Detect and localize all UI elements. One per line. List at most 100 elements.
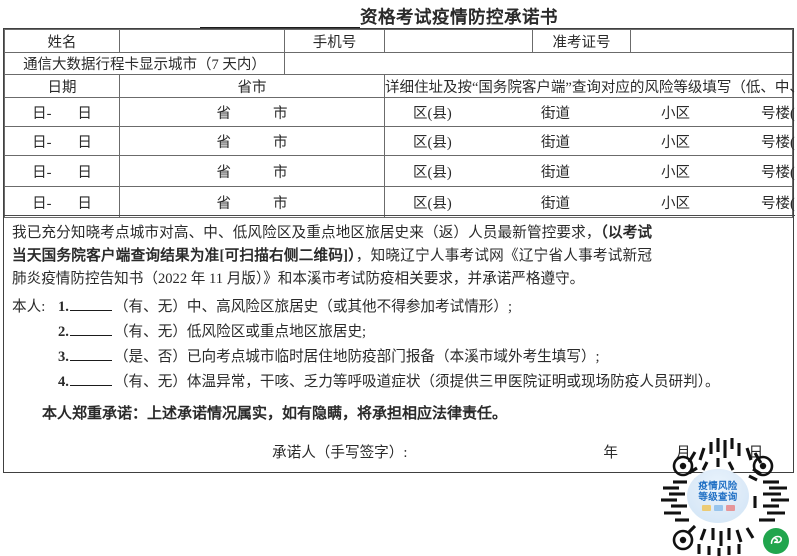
column-header-date: 日期 bbox=[4, 74, 120, 98]
item-blank-1[interactable] bbox=[69, 297, 112, 311]
phone-label: 手机号 bbox=[284, 29, 385, 53]
travel-address-cell[interactable]: 区(县) 街道 小区 号楼( ) bbox=[384, 126, 797, 156]
date-start: 日- bbox=[32, 164, 52, 181]
city-label: 市 bbox=[273, 134, 288, 151]
qr-code[interactable]: 疫情风险 等级查询 bbox=[659, 436, 791, 556]
table-row: 日- 日 省 市 区(县) 街道 小区 号楼( ) bbox=[4, 186, 797, 218]
phone-input[interactable] bbox=[384, 29, 533, 53]
building-label: 号楼( ) bbox=[761, 105, 797, 122]
list-item: 2. （有、无）低风险区或重点地区旅居史; bbox=[12, 320, 792, 345]
item-number: 1. bbox=[58, 299, 69, 315]
street-label: 街道 bbox=[541, 134, 570, 151]
travel-date-cell[interactable]: 日- 日 bbox=[4, 97, 120, 127]
city-label: 市 bbox=[273, 105, 288, 122]
travel-date-cell[interactable]: 日- 日 bbox=[4, 155, 120, 187]
item-number: 3. bbox=[58, 349, 69, 365]
commitment-statement-section: 我已充分知晓考点城市对高、中、低风险区及重点地区旅居史来（返）人员最新管控要求，… bbox=[4, 215, 795, 556]
swatch-red bbox=[725, 505, 735, 511]
solemn-declaration: 本人郑重承诺：上述承诺情况属实，如有隐瞒，将承担相应法律责任。 bbox=[42, 405, 508, 422]
statement-part2: ，知晓辽宁人事考试网《辽宁省人事考试新冠肺炎疫情防控告知书（2022 年 11 … bbox=[12, 248, 652, 287]
item-text: （有、无）体温异常，干咳、乏力等呼吸道症状（须提供三甲医院证明或现场防疫人员研判… bbox=[113, 374, 720, 390]
date-start: 日- bbox=[32, 134, 52, 151]
name-label: 姓名 bbox=[4, 29, 120, 53]
statement-part1: 我已充分知晓考点城市对高、中、低风险区及重点地区旅居史来（返）人员最新管控要求， bbox=[12, 225, 601, 241]
community-label: 小区 bbox=[661, 195, 690, 212]
self-label: 本人: bbox=[12, 299, 46, 315]
street-label: 街道 bbox=[541, 195, 570, 212]
building-label: 号楼( ) bbox=[761, 195, 797, 212]
table-row: 日- 日 省 市 区(县) 街道 小区 号楼( ) bbox=[4, 97, 797, 127]
date-end: 日 bbox=[77, 105, 92, 122]
city-label: 市 bbox=[273, 164, 288, 181]
community-label: 小区 bbox=[661, 105, 690, 122]
item-text: （是、否）已向考点城市临时居住地防疫部门报备（本溪市域外考生填写）; bbox=[113, 349, 600, 365]
table-row: 日- 日 省 市 区(县) 街道 小区 号楼( ) bbox=[4, 155, 797, 187]
bigdata-travel-card-input[interactable] bbox=[284, 52, 793, 75]
city-label: 市 bbox=[273, 195, 288, 212]
commitment-items-list: 本人: 1. （有、无）中、高风险区旅居史（或其他不得参加考试情形）; 2. （… bbox=[12, 295, 792, 395]
page-title: 资格考试疫情防控承诺书 bbox=[360, 6, 558, 27]
province-label: 省 bbox=[216, 105, 232, 122]
wechat-miniprogram-icon bbox=[763, 528, 789, 554]
document-title-row: 资格考试疫情防控承诺书 bbox=[0, 0, 797, 28]
statement-bold-clause: （以考试当天国务院客户端查询结果为准[可扫描右侧二维码]） bbox=[12, 225, 652, 264]
district-label: 区(县) bbox=[413, 195, 452, 212]
qr-center-line1: 疫情风险 bbox=[698, 481, 738, 492]
item-text: （有、无）中、高风险区旅居史（或其他不得参加考试情形）; bbox=[113, 299, 513, 315]
list-item: 4. （有、无）体温异常，干咳、乏力等呼吸道症状（须提供三甲医院证明或现场防疫人… bbox=[12, 370, 792, 395]
street-label: 街道 bbox=[541, 105, 570, 122]
item-blank-4[interactable] bbox=[69, 372, 112, 386]
travel-address-cell[interactable]: 区(县) 街道 小区 号楼( ) bbox=[384, 186, 797, 218]
district-label: 区(县) bbox=[413, 164, 452, 181]
travel-table-header-row: 日期 省市 详细住址及按“国务院客户端”查询对应的风险等级填写（低、中、高、常态… bbox=[4, 74, 797, 98]
item-text: （有、无）低风险区或重点地区旅居史; bbox=[113, 324, 367, 340]
qr-center-line2: 等级查询 bbox=[698, 492, 738, 503]
signature-label: 承诺人（手写签字）: bbox=[272, 445, 408, 461]
miniprogram-glyph bbox=[770, 535, 783, 545]
community-label: 小区 bbox=[661, 134, 690, 151]
swatch-yellow bbox=[701, 505, 711, 511]
admission-number-input[interactable] bbox=[630, 29, 793, 53]
list-item: 3. （是、否）已向考点城市临时居住地防疫部门报备（本溪市域外考生填写）; bbox=[12, 345, 792, 370]
district-label: 区(县) bbox=[413, 134, 452, 151]
travel-address-cell[interactable]: 区(县) 街道 小区 号楼( ) bbox=[384, 155, 797, 187]
table-row: 日- 日 省 市 区(县) 街道 小区 号楼( ) bbox=[4, 126, 797, 156]
date-end: 日 bbox=[77, 195, 92, 212]
name-input[interactable] bbox=[119, 29, 285, 53]
date-start: 日- bbox=[32, 105, 52, 122]
travel-province-city-cell[interactable]: 省 市 bbox=[119, 186, 385, 218]
date-start: 日- bbox=[32, 195, 52, 212]
date-end: 日 bbox=[77, 134, 92, 151]
province-label: 省 bbox=[216, 164, 232, 181]
item-number: 4. bbox=[58, 374, 69, 390]
bigdata-travel-card-row: 通信大数据行程卡显示城市（7 天内） bbox=[4, 52, 793, 75]
travel-date-cell[interactable]: 日- 日 bbox=[4, 186, 120, 218]
district-label: 区(县) bbox=[413, 105, 452, 122]
qr-center-swatches bbox=[701, 505, 735, 511]
travel-province-city-cell[interactable]: 省 市 bbox=[119, 97, 385, 127]
column-header-address: 详细住址及按“国务院客户端”查询对应的风险等级填写（低、中、高、常态化） bbox=[384, 74, 797, 98]
province-label: 省 bbox=[216, 195, 232, 212]
swatch-blue bbox=[713, 505, 723, 511]
admission-number-label: 准考证号 bbox=[532, 29, 631, 53]
identity-row: 姓名 手机号 准考证号 bbox=[4, 29, 793, 53]
item-blank-2[interactable] bbox=[69, 322, 112, 336]
statement-paragraph: 我已充分知晓考点城市对高、中、低风险区及重点地区旅居史来（返）人员最新管控要求，… bbox=[12, 222, 652, 291]
travel-province-city-cell[interactable]: 省 市 bbox=[119, 126, 385, 156]
qr-code-center-label: 疫情风险 等级查询 bbox=[687, 469, 749, 523]
travel-address-cell[interactable]: 区(县) 街道 小区 号楼( ) bbox=[384, 97, 797, 127]
travel-date-cell[interactable]: 日- 日 bbox=[4, 126, 120, 156]
identity-and-travel-table: 姓名 手机号 准考证号 通信大数据行程卡显示城市（7 天内） 日期 省市 详细住… bbox=[4, 29, 797, 218]
bigdata-travel-card-label: 通信大数据行程卡显示城市（7 天内） bbox=[4, 52, 285, 75]
date-year-label: 年 bbox=[603, 445, 619, 461]
street-label: 街道 bbox=[541, 164, 570, 181]
date-end: 日 bbox=[77, 164, 92, 181]
exam-name-blank[interactable] bbox=[200, 6, 360, 28]
item-blank-3[interactable] bbox=[69, 347, 112, 361]
travel-province-city-cell[interactable]: 省 市 bbox=[119, 155, 385, 187]
list-item: 本人: 1. （有、无）中、高风险区旅居史（或其他不得参加考试情形）; bbox=[12, 295, 792, 320]
building-label: 号楼( ) bbox=[761, 134, 797, 151]
column-header-province-city: 省市 bbox=[119, 74, 385, 98]
community-label: 小区 bbox=[661, 164, 690, 181]
